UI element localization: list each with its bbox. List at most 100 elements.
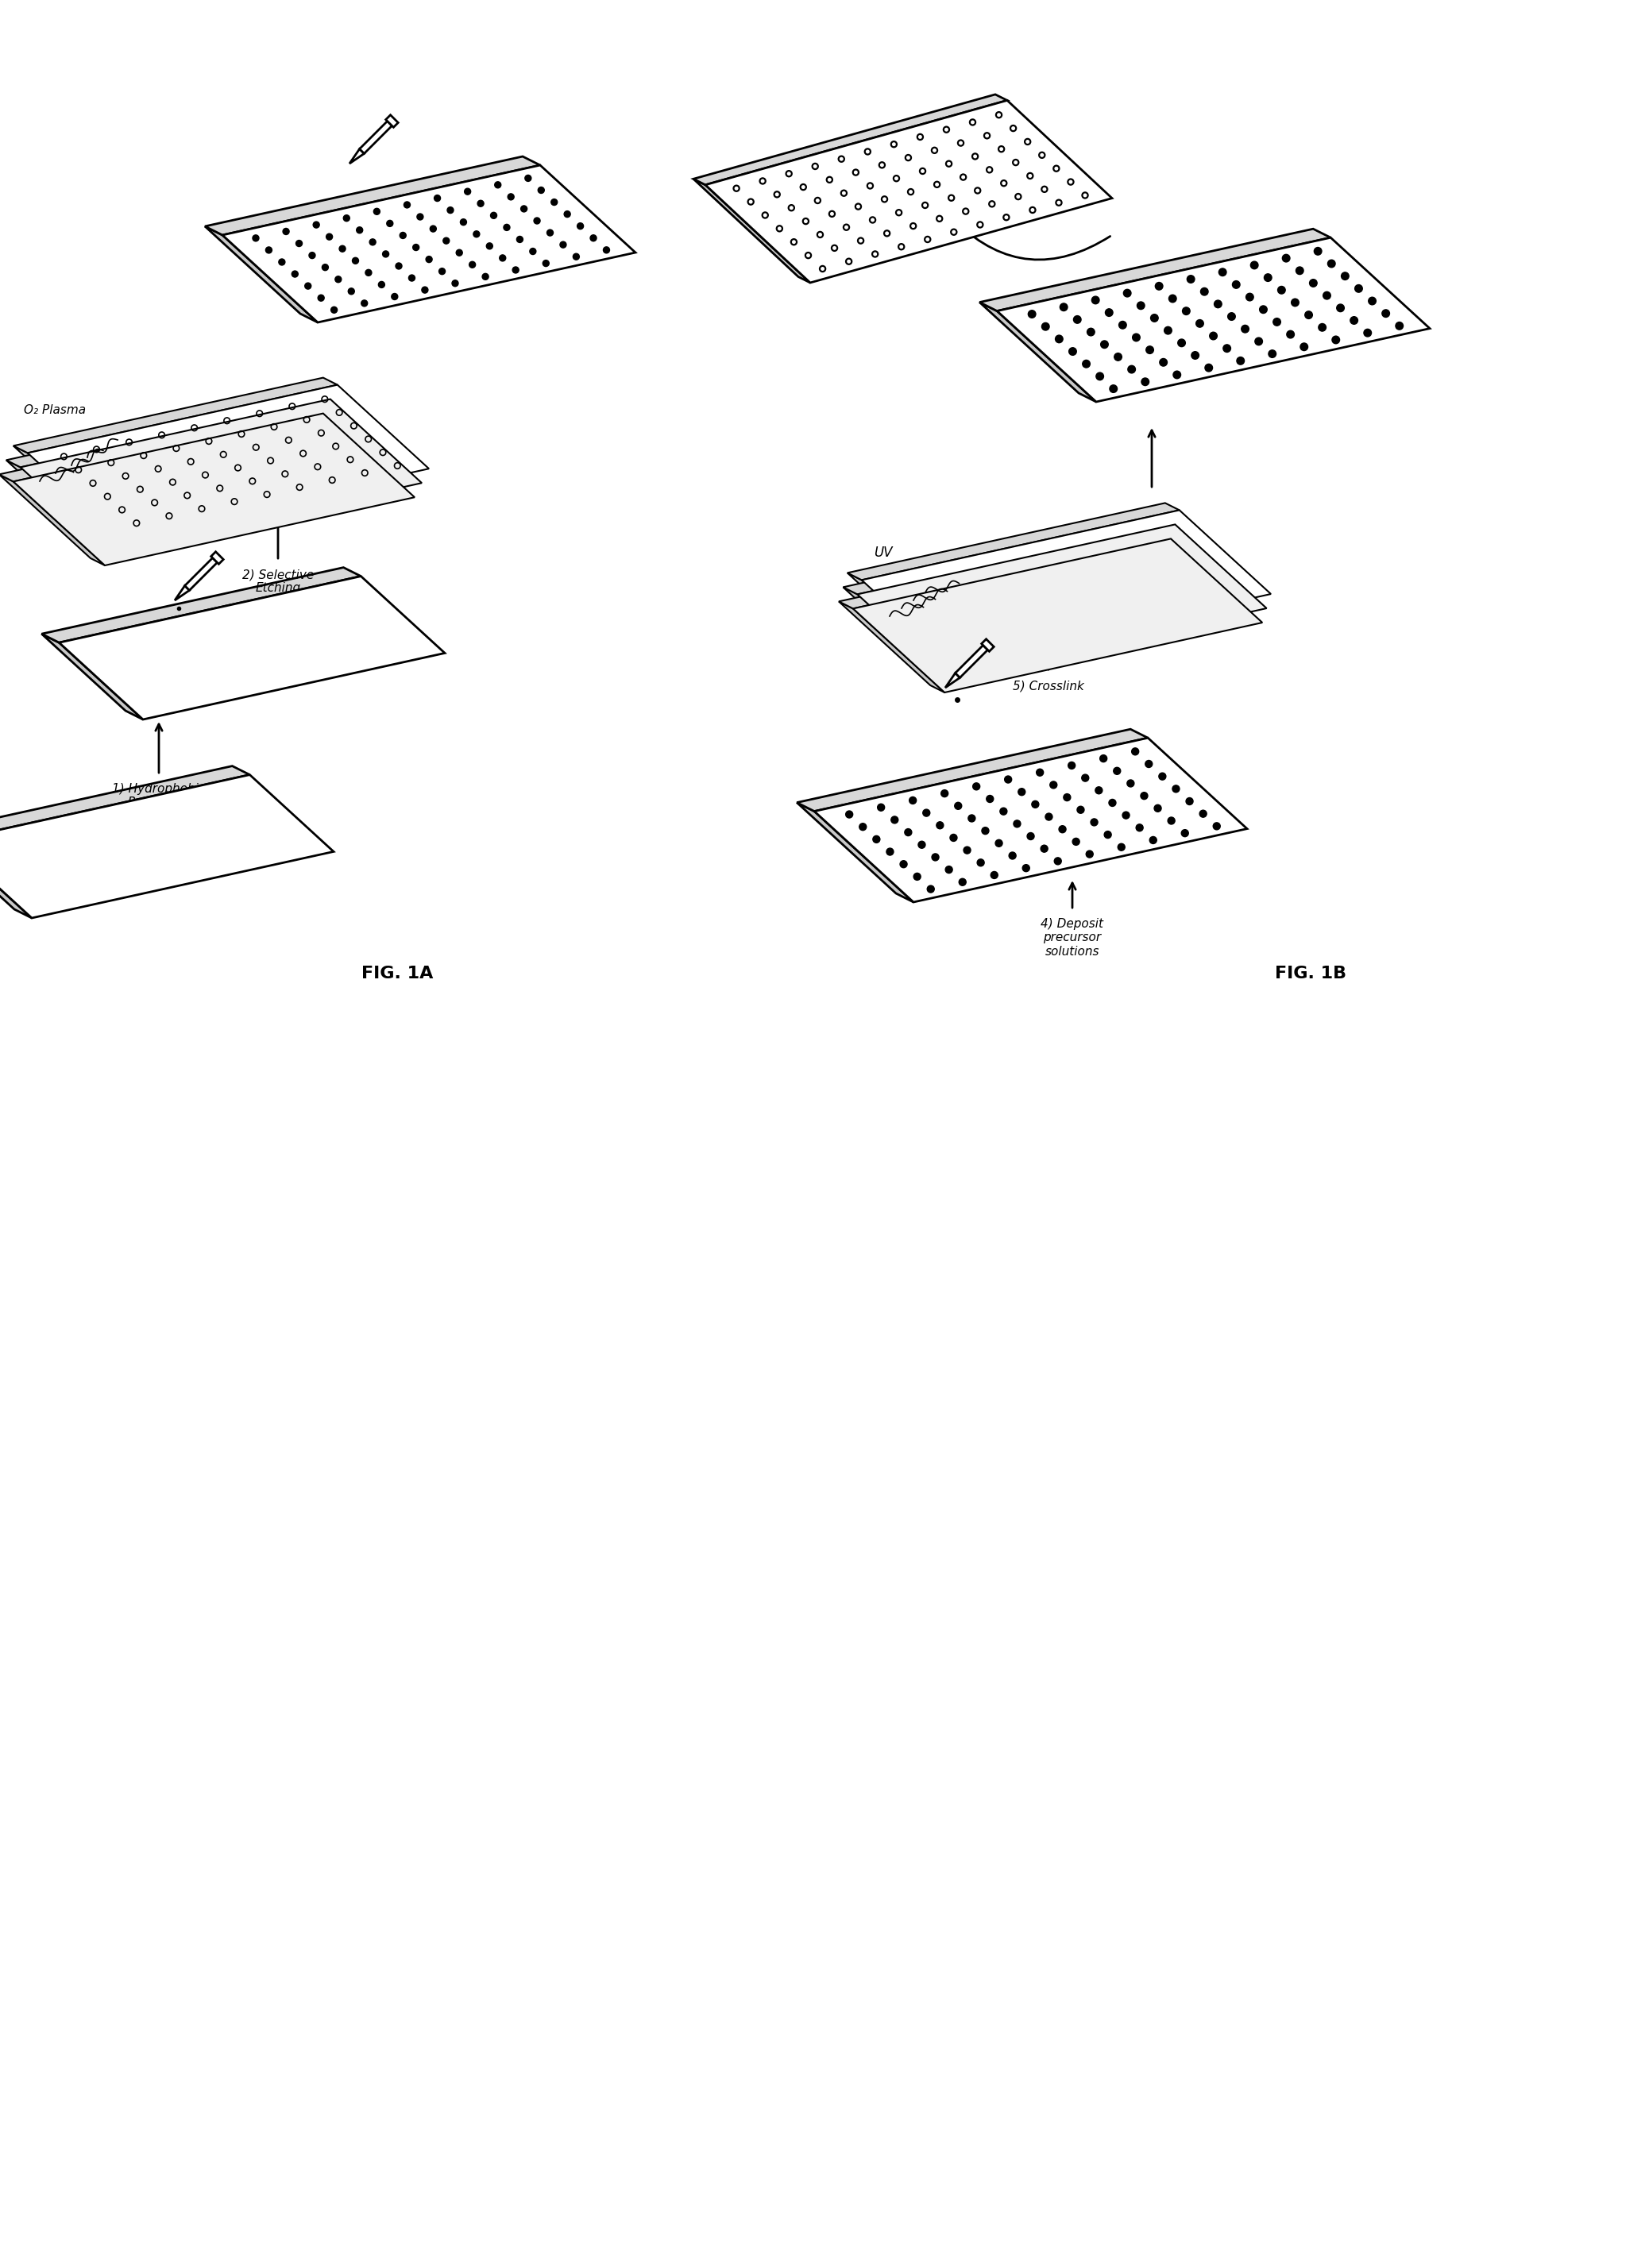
Circle shape bbox=[1214, 299, 1222, 308]
Circle shape bbox=[986, 796, 993, 803]
Circle shape bbox=[996, 839, 1003, 846]
Circle shape bbox=[960, 878, 966, 885]
Circle shape bbox=[859, 823, 866, 830]
Polygon shape bbox=[0, 776, 333, 919]
Polygon shape bbox=[706, 100, 1111, 284]
Circle shape bbox=[1355, 286, 1362, 293]
Circle shape bbox=[968, 814, 975, 821]
Circle shape bbox=[473, 231, 480, 238]
Circle shape bbox=[1082, 361, 1090, 367]
Polygon shape bbox=[0, 406, 323, 481]
Circle shape bbox=[434, 195, 440, 202]
Circle shape bbox=[1151, 315, 1158, 322]
Polygon shape bbox=[839, 531, 1171, 608]
Circle shape bbox=[1123, 290, 1131, 297]
Polygon shape bbox=[945, 674, 960, 687]
Circle shape bbox=[1395, 322, 1403, 329]
Circle shape bbox=[1128, 365, 1136, 374]
Circle shape bbox=[1296, 268, 1303, 274]
Circle shape bbox=[396, 263, 402, 270]
Circle shape bbox=[495, 181, 501, 188]
Circle shape bbox=[313, 222, 320, 229]
Polygon shape bbox=[981, 640, 994, 651]
Circle shape bbox=[1087, 329, 1095, 336]
Circle shape bbox=[465, 188, 470, 195]
Text: FIG. 1A: FIG. 1A bbox=[361, 966, 434, 982]
Circle shape bbox=[1159, 773, 1166, 780]
Polygon shape bbox=[185, 558, 218, 590]
Circle shape bbox=[503, 225, 510, 231]
Circle shape bbox=[973, 782, 980, 789]
Circle shape bbox=[981, 828, 989, 835]
Polygon shape bbox=[0, 832, 31, 919]
Circle shape bbox=[1077, 805, 1083, 814]
Circle shape bbox=[877, 803, 884, 812]
Circle shape bbox=[872, 835, 881, 844]
Circle shape bbox=[529, 247, 536, 254]
Circle shape bbox=[1156, 281, 1163, 290]
Circle shape bbox=[590, 236, 597, 240]
Polygon shape bbox=[386, 116, 397, 127]
Circle shape bbox=[1283, 254, 1290, 263]
Polygon shape bbox=[998, 238, 1430, 401]
Circle shape bbox=[1069, 347, 1077, 356]
Circle shape bbox=[1169, 295, 1176, 302]
Circle shape bbox=[1087, 850, 1093, 857]
Circle shape bbox=[292, 270, 298, 277]
Circle shape bbox=[604, 247, 610, 254]
Circle shape bbox=[1301, 342, 1308, 352]
Circle shape bbox=[374, 209, 379, 215]
Circle shape bbox=[1060, 304, 1067, 311]
Circle shape bbox=[538, 186, 544, 193]
Circle shape bbox=[356, 227, 363, 234]
Circle shape bbox=[1097, 372, 1103, 381]
Circle shape bbox=[1041, 846, 1047, 853]
Circle shape bbox=[1273, 318, 1281, 327]
Circle shape bbox=[1027, 311, 1036, 318]
Circle shape bbox=[1382, 311, 1390, 318]
Circle shape bbox=[331, 306, 338, 313]
Circle shape bbox=[1115, 354, 1121, 361]
Circle shape bbox=[1149, 837, 1156, 844]
Circle shape bbox=[1260, 306, 1266, 313]
Circle shape bbox=[1042, 322, 1049, 331]
Circle shape bbox=[1304, 311, 1313, 320]
Circle shape bbox=[1341, 272, 1349, 279]
Circle shape bbox=[1232, 281, 1240, 288]
Polygon shape bbox=[853, 540, 1263, 692]
Circle shape bbox=[369, 238, 376, 245]
Circle shape bbox=[1118, 844, 1125, 850]
Circle shape bbox=[543, 261, 549, 268]
Circle shape bbox=[1100, 755, 1106, 762]
Circle shape bbox=[447, 206, 453, 213]
Polygon shape bbox=[7, 460, 112, 551]
Circle shape bbox=[991, 871, 998, 878]
Polygon shape bbox=[980, 302, 1097, 401]
Circle shape bbox=[1247, 293, 1253, 302]
Circle shape bbox=[1004, 776, 1012, 782]
Circle shape bbox=[265, 247, 272, 254]
Circle shape bbox=[1172, 372, 1181, 379]
Text: 5) Crosslink: 5) Crosslink bbox=[1012, 680, 1083, 692]
Polygon shape bbox=[0, 474, 106, 565]
Circle shape bbox=[353, 259, 358, 263]
Circle shape bbox=[399, 231, 406, 238]
Polygon shape bbox=[980, 229, 1331, 311]
Circle shape bbox=[1327, 261, 1336, 268]
Circle shape bbox=[1059, 826, 1065, 832]
Polygon shape bbox=[955, 644, 988, 678]
Text: 3) Hydrophilic
Patterning: 3) Hydrophilic Patterning bbox=[371, 240, 455, 268]
Circle shape bbox=[547, 229, 554, 236]
Circle shape bbox=[1309, 279, 1318, 286]
Circle shape bbox=[1036, 769, 1044, 776]
Circle shape bbox=[1255, 338, 1263, 345]
Circle shape bbox=[572, 254, 579, 261]
Circle shape bbox=[478, 200, 483, 206]
Circle shape bbox=[1187, 274, 1194, 284]
Polygon shape bbox=[28, 386, 429, 538]
Polygon shape bbox=[175, 585, 190, 601]
Polygon shape bbox=[13, 447, 119, 538]
Polygon shape bbox=[350, 150, 364, 163]
Circle shape bbox=[430, 225, 437, 231]
Circle shape bbox=[887, 848, 894, 855]
